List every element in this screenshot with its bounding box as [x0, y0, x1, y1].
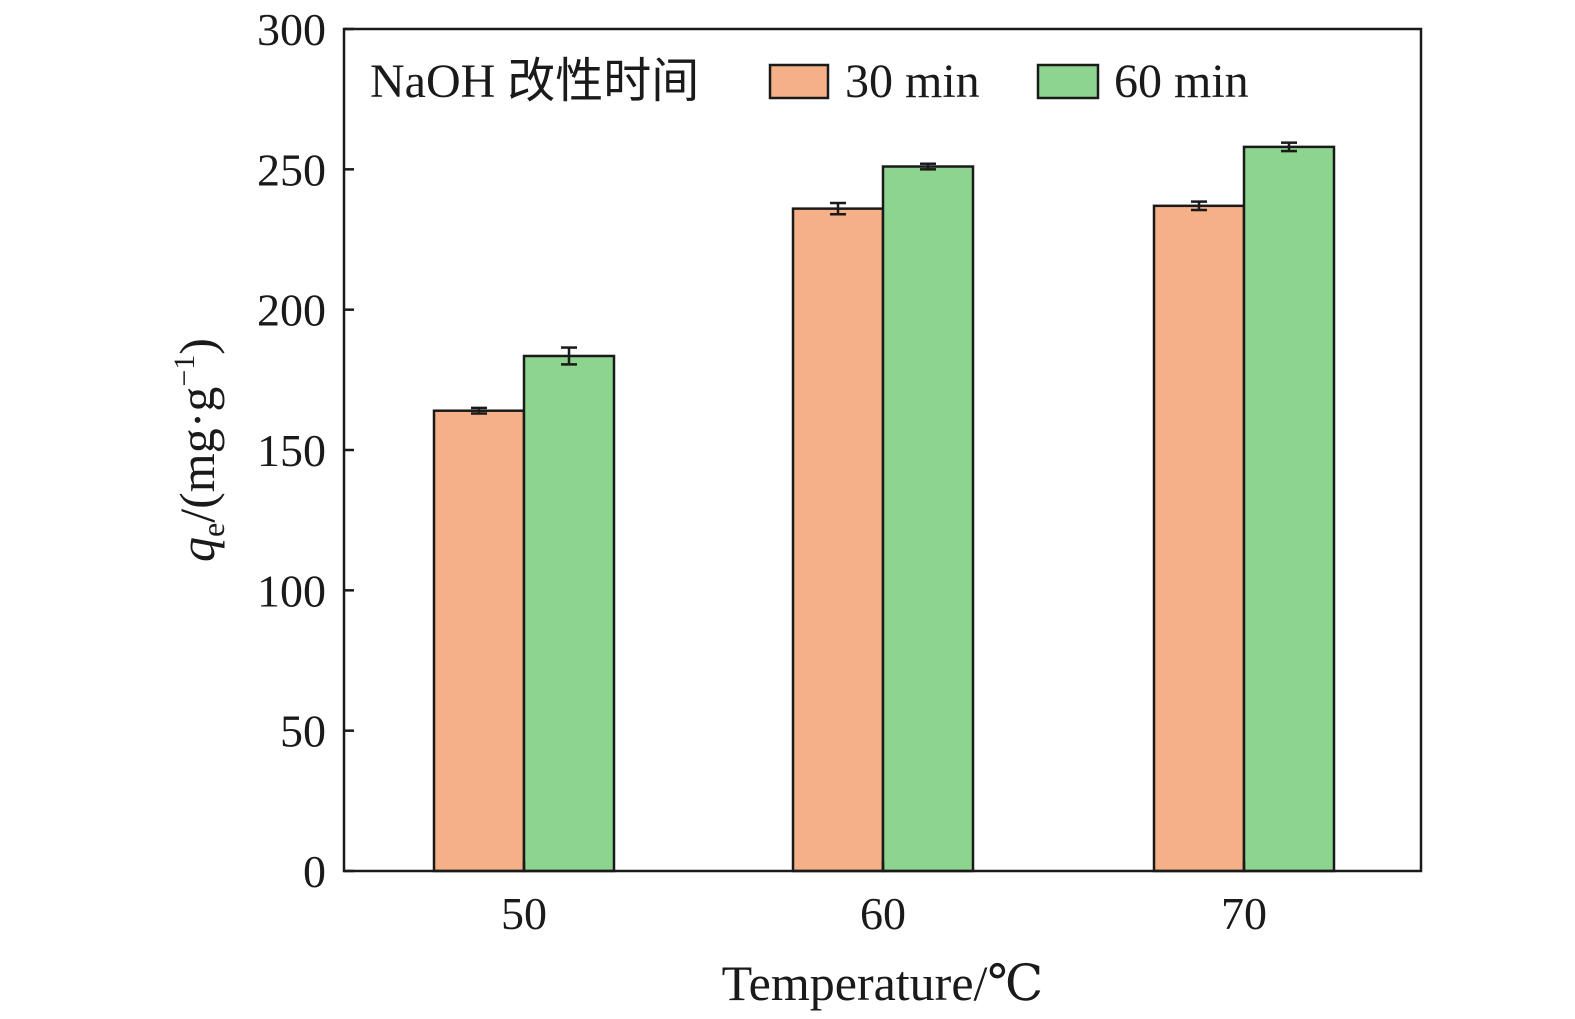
legend: NaOH 改性时间 30 min 60 min	[370, 55, 1249, 108]
y-axis-title-superscript: −1	[168, 355, 201, 387]
legend-label-60-min: 60 min	[1114, 55, 1249, 108]
bar-60-min-50	[522, 354, 616, 873]
legend-swatch-30-min	[768, 63, 830, 100]
y-axis-title: qe/(mg·g−1)	[168, 338, 231, 562]
y-tick-label: 250	[257, 144, 326, 195]
x-axis-title: Temperature/℃	[722, 955, 1044, 1011]
y-axis-title-close: )	[169, 338, 225, 355]
y-tick-label: 200	[257, 285, 326, 336]
y-tick-label: 50	[280, 706, 326, 757]
bar-60-min-60	[881, 165, 975, 873]
y-tick-label: 300	[257, 4, 326, 55]
x-tick-label: 60	[860, 888, 906, 939]
y-tick-label: 150	[257, 425, 326, 476]
y-axis-title-unit: /(mg·g	[169, 387, 225, 523]
bar-30-min-70	[1152, 204, 1246, 873]
error-bars-layer	[471, 141, 1297, 415]
legend-title: NaOH 改性时间	[370, 55, 699, 108]
x-axis: 50 60 70	[501, 861, 1267, 939]
y-axis-title-symbol: q	[169, 537, 225, 562]
bars-layer	[432, 145, 1336, 873]
x-tick-label: 50	[501, 888, 547, 939]
y-tick-label: 100	[257, 565, 326, 616]
bar-60-min-70	[1242, 145, 1336, 873]
bar-30-min-60	[791, 207, 885, 873]
y-axis: 0 50 100 150 200 250 300	[257, 4, 354, 897]
legend-swatch-60-min	[1036, 63, 1100, 100]
bar-30-min-50	[432, 409, 526, 873]
x-tick-label: 70	[1221, 888, 1267, 939]
y-axis-title-subscript: e	[195, 523, 231, 537]
y-tick-label: 0	[303, 846, 326, 897]
legend-label-30-min: 30 min	[845, 55, 980, 108]
